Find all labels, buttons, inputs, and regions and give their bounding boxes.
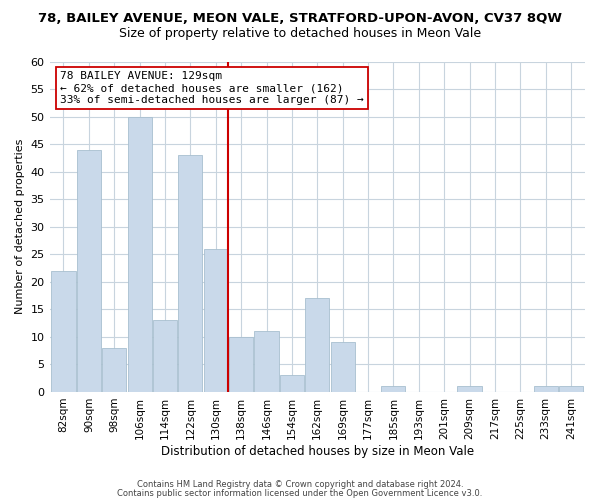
Bar — [331, 342, 355, 392]
Text: Contains HM Land Registry data © Crown copyright and database right 2024.: Contains HM Land Registry data © Crown c… — [137, 480, 463, 489]
Bar — [153, 320, 177, 392]
Bar — [178, 155, 202, 392]
Text: 78 BAILEY AVENUE: 129sqm
← 62% of detached houses are smaller (162)
33% of semi-: 78 BAILEY AVENUE: 129sqm ← 62% of detach… — [60, 72, 364, 104]
Bar — [457, 386, 482, 392]
Bar — [382, 386, 406, 392]
Bar — [229, 337, 253, 392]
Bar — [102, 348, 127, 392]
Bar — [77, 150, 101, 392]
Bar — [204, 249, 228, 392]
Text: Contains public sector information licensed under the Open Government Licence v3: Contains public sector information licen… — [118, 488, 482, 498]
Bar — [305, 298, 329, 392]
Bar — [559, 386, 583, 392]
Bar — [128, 116, 152, 392]
Text: Size of property relative to detached houses in Meon Vale: Size of property relative to detached ho… — [119, 28, 481, 40]
Bar — [52, 271, 76, 392]
X-axis label: Distribution of detached houses by size in Meon Vale: Distribution of detached houses by size … — [161, 444, 474, 458]
Bar — [280, 376, 304, 392]
Y-axis label: Number of detached properties: Number of detached properties — [15, 139, 25, 314]
Bar — [533, 386, 558, 392]
Bar — [254, 332, 278, 392]
Text: 78, BAILEY AVENUE, MEON VALE, STRATFORD-UPON-AVON, CV37 8QW: 78, BAILEY AVENUE, MEON VALE, STRATFORD-… — [38, 12, 562, 26]
